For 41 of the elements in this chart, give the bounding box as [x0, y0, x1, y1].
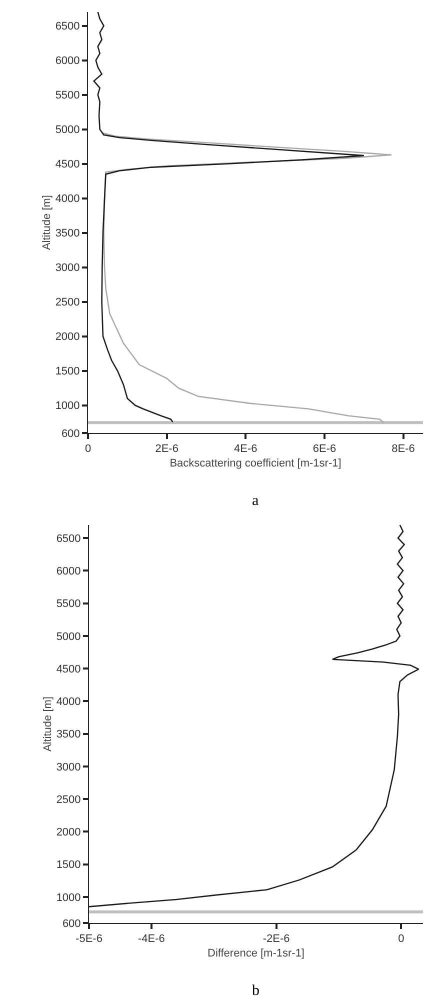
y-tick-label: 5500: [56, 598, 81, 610]
y-tick-label: 4500: [56, 663, 81, 676]
x-tick-label: 0: [84, 443, 92, 456]
text: b: [252, 983, 260, 999]
x-axis-title: Backscattering coefficient [m-1sr-1]: [170, 457, 342, 470]
y-tick-label: 2000: [56, 826, 81, 839]
y-tick-label: 3000: [56, 761, 81, 774]
x-tick-label: 2E-6: [155, 443, 178, 456]
y-tick-label: 3500: [56, 728, 81, 741]
y-tick-label: 5000: [55, 124, 80, 136]
y-tick-label: 4000: [55, 193, 80, 206]
y-tick-label: 6000: [56, 566, 81, 578]
y-axis-title: Altitude [m]: [42, 696, 54, 752]
y-tick-label: 1500: [56, 859, 81, 872]
x-axis-title: Difference [m-1sr-1]: [208, 947, 304, 960]
y-tick-label: 5500: [55, 90, 80, 102]
y-axis-title: Altitude [m]: [40, 194, 53, 250]
x-tick-label: 4E-6: [234, 443, 258, 456]
y-tick-label: 3500: [55, 228, 80, 240]
y-tick-label: 2500: [56, 794, 81, 806]
y-tick-label: 1000: [56, 892, 81, 904]
y-tick-label: 600: [61, 428, 80, 440]
x-tick-label: -5E-6: [76, 933, 102, 946]
x-tick-label: 0: [398, 933, 404, 946]
y-tick-label: 3000: [55, 262, 80, 274]
x-tick-label: -2E-6: [262, 933, 290, 946]
y-tick-label: 4000: [56, 696, 81, 708]
text: a: [252, 493, 259, 509]
y-tick-label: 5000: [56, 630, 81, 643]
y-tick-label: 4500: [55, 158, 80, 171]
y-tick-label: 6500: [55, 20, 80, 33]
y-tick-label: 2500: [55, 296, 80, 309]
y-tick-label: 1500: [55, 366, 80, 378]
y-tick-label: 2000: [55, 331, 80, 344]
x-tick-label: 8E-6: [392, 443, 415, 456]
x-tick-label: -4E-6: [138, 933, 165, 946]
y-tick-label: 1000: [55, 400, 80, 412]
y-tick-label: 600: [62, 918, 81, 930]
x-tick-label: 6E-6: [312, 443, 336, 456]
y-tick-label: 6500: [56, 532, 81, 545]
y-tick-label: 6000: [55, 55, 80, 68]
